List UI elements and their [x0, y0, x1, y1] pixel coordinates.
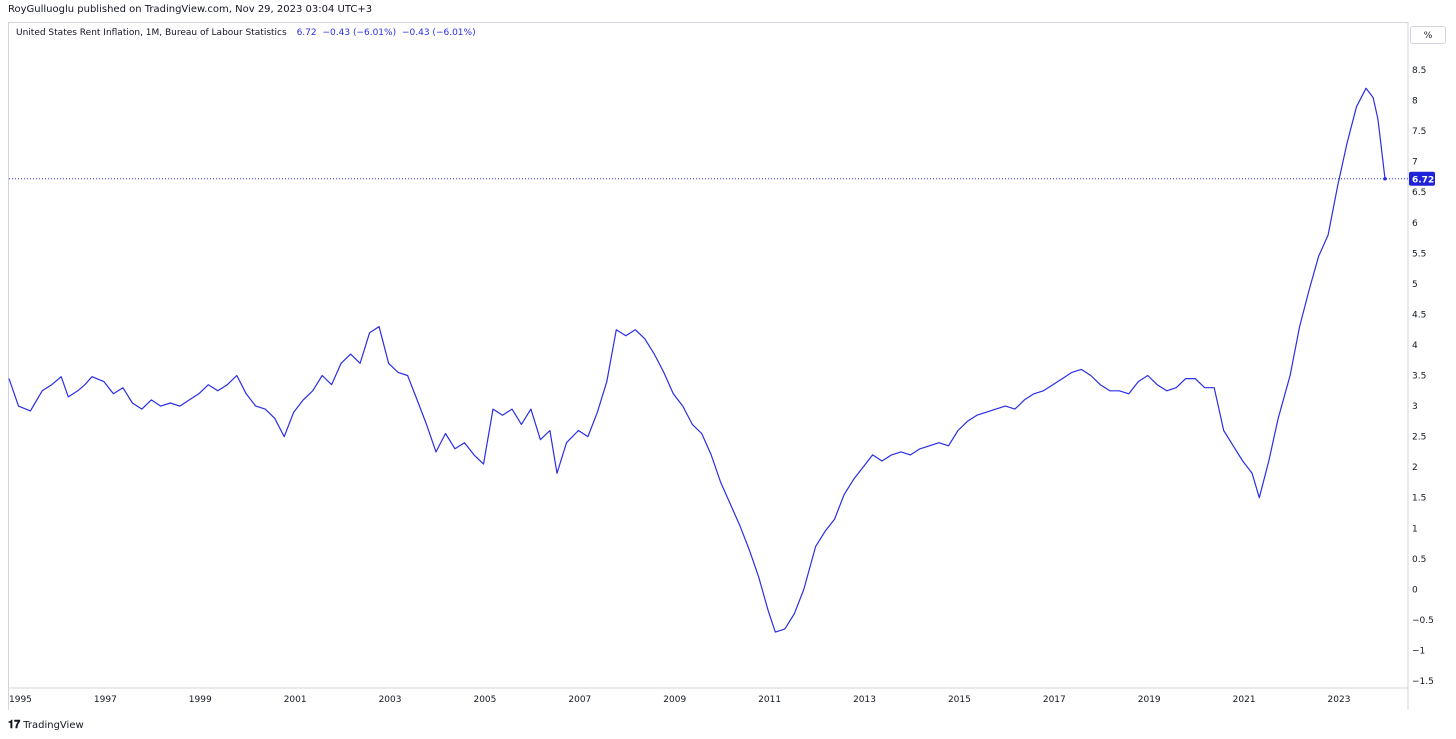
x-tick-label: 1999 — [189, 695, 212, 705]
y-axis: 8.5 8 7.5 7 6.5 6 5.5 5 4.5 4 3.5 3 2.5 2 1.5 1 0.5 0 −0.5… — [1407, 22, 1434, 710]
publish-line: RoyGulluoglu published on TradingView.co… — [8, 4, 373, 15]
y-tick-label: −1.5 — [1412, 677, 1434, 687]
y-tick-label: 4 — [1412, 341, 1418, 351]
legend-change-2: −0.43 (−6.01%) — [401, 28, 476, 38]
y-tick-label: 7 — [1412, 158, 1418, 168]
y-tick-label: 0 — [1412, 585, 1418, 595]
legend-change-1: −0.43 (−6.01%) — [322, 28, 397, 38]
x-tick-label: 2003 — [379, 695, 402, 705]
series-group — [8, 87, 1386, 633]
tradingview-logo-icon: 𝟏𝟕 — [8, 718, 21, 731]
y-tick-label: −0.5 — [1412, 616, 1434, 626]
x-tick-label: 2013 — [853, 695, 876, 705]
last-price-label: 6.72 — [1412, 175, 1434, 185]
y-tick-label: 2 — [1412, 463, 1418, 473]
y-tick-label: 5 — [1412, 280, 1418, 290]
legend-title: United States Rent Inflation, 1M, Bureau… — [16, 28, 287, 38]
x-tick-label: 1997 — [94, 695, 117, 705]
y-tick-label: 8.5 — [1412, 66, 1426, 76]
x-tick-label: 2015 — [948, 695, 971, 705]
x-tick-label: 2011 — [758, 695, 781, 705]
y-tick-label: 1.5 — [1412, 494, 1426, 504]
y-tick-label: 4.5 — [1412, 310, 1426, 320]
x-tick-label: 2001 — [284, 695, 307, 705]
y-tick-label: 3 — [1412, 402, 1418, 412]
last-point — [1383, 176, 1387, 181]
legend-last-value: 6.72 — [296, 28, 317, 38]
x-tick-label: 2021 — [1233, 695, 1256, 705]
price-marker: 6.72 — [9, 171, 1435, 186]
y-tick-label: 0.5 — [1412, 555, 1426, 565]
x-tick-label: 1995 — [9, 695, 32, 705]
logo-text: TradingView — [23, 720, 84, 731]
y-tick-label: 5.5 — [1412, 249, 1426, 259]
chart-frame — [8, 22, 1408, 710]
x-axis: 1995 1997 1999 2001 2003 2005 2007 2009 2011 2013… — [8, 687, 1408, 705]
y-tick-label: 8 — [1412, 97, 1418, 107]
y-tick-label: 7.5 — [1412, 127, 1426, 137]
x-tick-label: 2007 — [568, 695, 591, 705]
y-tick-label: 1 — [1412, 524, 1418, 534]
last-price-label-bg — [1409, 171, 1435, 186]
x-tick-label: 2023 — [1328, 695, 1351, 705]
x-tick-label: 2005 — [473, 695, 496, 705]
y-tick-label: −1 — [1412, 646, 1425, 656]
x-tick-label: 2017 — [1043, 695, 1066, 705]
x-tick-label: 2019 — [1138, 695, 1161, 705]
y-tick-label: 6 — [1412, 219, 1418, 229]
x-tick-label: 2009 — [663, 695, 686, 705]
y-tick-label: 3.5 — [1412, 372, 1426, 382]
tradingview-logo[interactable]: 𝟏𝟕 TradingView — [8, 718, 84, 732]
y-tick-label: 2.5 — [1412, 433, 1426, 443]
percent-scale-button[interactable]: % — [1410, 26, 1446, 44]
y-tick-label: 6.5 — [1412, 188, 1426, 198]
series-line — [8, 87, 1386, 633]
chart-legend[interactable]: United States Rent Inflation, 1M, Bureau… — [16, 28, 476, 38]
